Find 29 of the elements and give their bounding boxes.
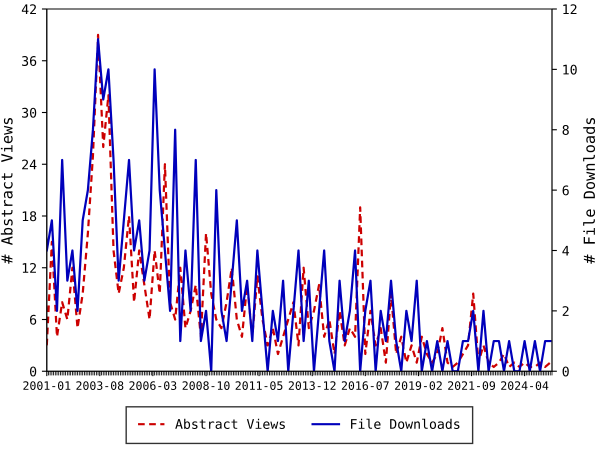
y-tick-label: 0 bbox=[30, 366, 36, 376]
y-tick-label: 6 bbox=[30, 314, 36, 325]
y2-tick-label: 6 bbox=[562, 185, 569, 196]
y2-tick-label: 12 bbox=[563, 4, 576, 14]
y-axis-title: # Abstract Views bbox=[0, 118, 13, 264]
x-tick-label: 2003-08 bbox=[76, 381, 124, 390]
y2-tick-label: 0 bbox=[562, 366, 569, 376]
legend-label: File Downloads bbox=[351, 418, 460, 429]
x-tick-label: 2008-10 bbox=[182, 381, 230, 390]
y-tick-label: 30 bbox=[22, 108, 36, 118]
y-tick-label: 24 bbox=[22, 160, 36, 170]
x-tick-label: 2006-03 bbox=[129, 381, 176, 390]
y-tick-label: 12 bbox=[22, 263, 36, 273]
x-tick-label: 2024-04 bbox=[501, 381, 548, 390]
x-tick-label: 2019-02 bbox=[395, 381, 442, 390]
y2-axis-title: # File Downloads bbox=[583, 118, 596, 264]
x-tick-label: 2013-12 bbox=[288, 381, 336, 390]
y2-tick-label: 4 bbox=[562, 246, 570, 256]
y-tick-label: 18 bbox=[22, 211, 36, 222]
x-tick-label: 2011-05 bbox=[236, 381, 282, 390]
y2-tick-label: 8 bbox=[562, 125, 569, 135]
legend-label: Abstract Views bbox=[175, 418, 285, 429]
x-tick-label: 2001-01 bbox=[23, 381, 70, 390]
y-tick-label: 36 bbox=[22, 56, 36, 66]
x-tick-label: 2016-07 bbox=[342, 381, 389, 390]
y2-tick-label: 10 bbox=[563, 64, 577, 75]
x-tick-label: 2021-09 bbox=[448, 381, 496, 390]
y-tick-label: 42 bbox=[22, 4, 36, 14]
y2-tick-label: 2 bbox=[562, 306, 569, 316]
